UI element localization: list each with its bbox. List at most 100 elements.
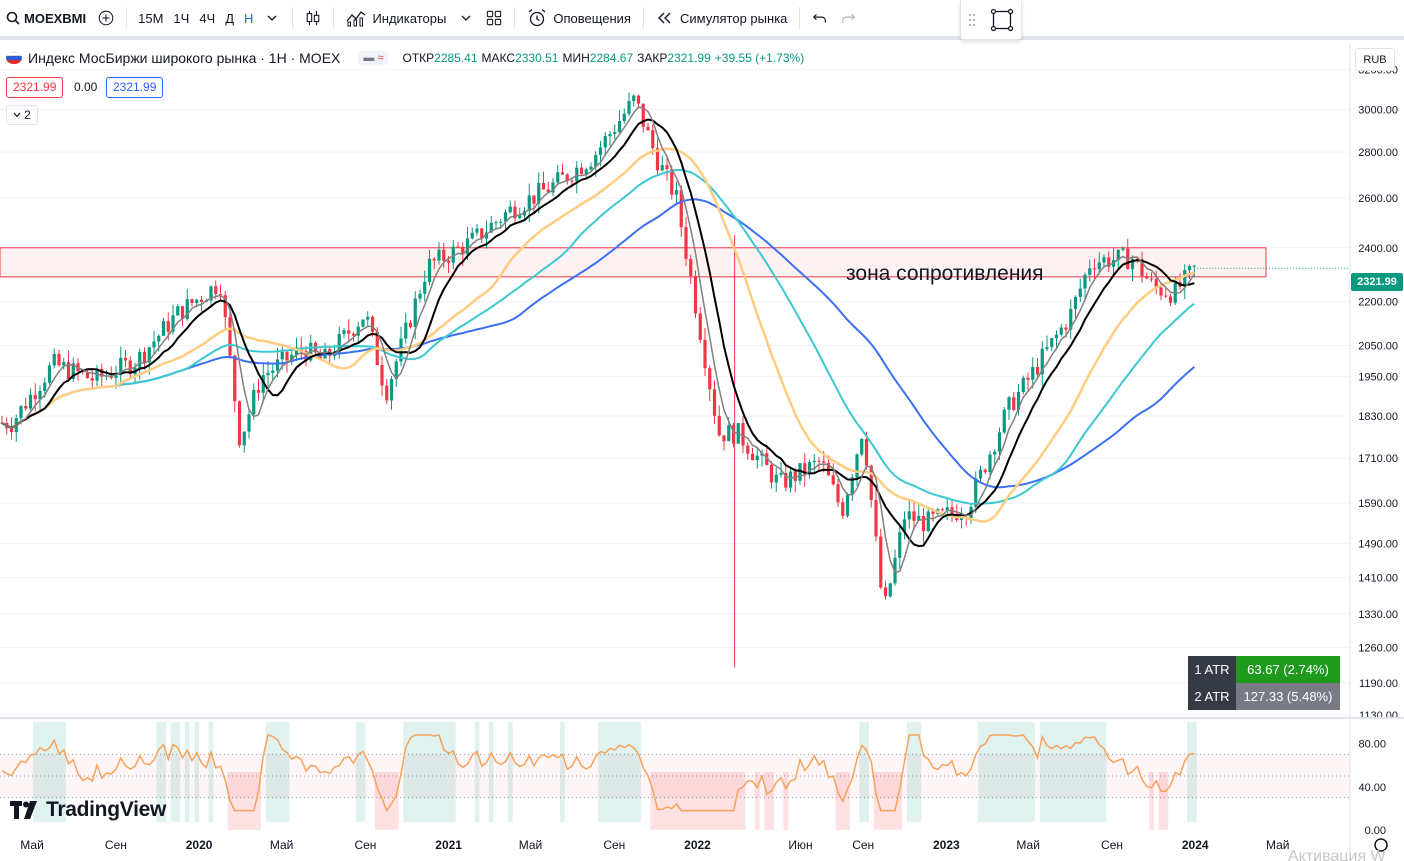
candle-body xyxy=(119,357,123,376)
replay-button[interactable]: Симулятор рынка xyxy=(650,0,793,36)
buy-price-box[interactable]: 2321.99 xyxy=(106,77,164,98)
rectangle-tool-icon[interactable] xyxy=(990,8,1014,32)
candle-body xyxy=(655,148,660,171)
candle-body xyxy=(741,423,745,446)
tradingview-logo[interactable]: TradingView xyxy=(10,798,166,822)
candle-body xyxy=(598,147,603,155)
candle-body xyxy=(176,306,180,316)
resistance-zone-label[interactable]: зона сопротивления xyxy=(846,262,1044,285)
atr-row: 2 ATR 127.33 (5.48%) xyxy=(1188,683,1340,710)
chevron-down-icon xyxy=(267,15,277,21)
overbought-shade xyxy=(607,722,613,822)
candle-body xyxy=(1159,287,1163,296)
chart-type-button[interactable] xyxy=(299,0,327,36)
time-tick-label: Сен xyxy=(852,838,874,852)
price-chart[interactable]: 3200.003000.002800.002600.002400.002200.… xyxy=(0,44,1404,861)
time-tick-label: 2020 xyxy=(186,838,213,852)
candle-body xyxy=(651,130,655,149)
candle-body xyxy=(503,212,508,222)
oversold-shade xyxy=(769,772,774,830)
candle-body xyxy=(798,463,802,481)
candle-body xyxy=(822,461,826,463)
currency-button[interactable]: RUB xyxy=(1355,48,1395,71)
candle-body xyxy=(451,246,455,263)
atr-label: 1 ATR xyxy=(1188,656,1236,683)
candle-body xyxy=(218,294,223,296)
price-tick-label: 2400.00 xyxy=(1358,243,1398,255)
candle-body xyxy=(446,260,451,263)
alerts-button[interactable]: Оповещения xyxy=(521,0,637,36)
candle-body xyxy=(138,351,142,368)
replay-label: Симулятор рынка xyxy=(679,10,788,26)
candle-body xyxy=(679,190,683,228)
oversold-shade xyxy=(693,772,698,830)
candle-body xyxy=(708,368,712,390)
visibility-toggle[interactable]: ▬ ≈ xyxy=(358,51,389,65)
candle-body xyxy=(38,390,42,400)
symbol-title[interactable]: Индекс МосБиржи широкого рынка · 1Н · MO… xyxy=(28,50,341,66)
oversold-shade xyxy=(374,772,380,830)
candle-body xyxy=(261,375,265,393)
overbought-shade xyxy=(987,722,993,822)
redo-icon xyxy=(842,14,856,23)
divider xyxy=(799,7,801,29)
ma-orange-line xyxy=(1,147,1195,523)
sell-price-box[interactable]: 2321.99 xyxy=(6,77,64,98)
overbought-shade xyxy=(208,722,214,822)
candle-body xyxy=(703,339,707,369)
candle-body xyxy=(603,136,607,148)
symbol-search[interactable]: MOEXBMI xyxy=(0,0,92,36)
candle-body xyxy=(1054,334,1059,339)
divider xyxy=(126,7,128,29)
candle-body xyxy=(1035,367,1040,375)
oversold-shade xyxy=(835,772,841,830)
alerts-label: Оповещения xyxy=(553,10,631,26)
candle-body xyxy=(33,394,37,400)
overbought-shade xyxy=(1087,722,1093,822)
oversold-shade xyxy=(873,772,879,830)
oversold-shade xyxy=(384,772,390,830)
compare-button[interactable] xyxy=(92,0,120,36)
atr-value: 63.67 (2.74%) xyxy=(1236,656,1340,683)
overbought-shade xyxy=(617,722,622,822)
overbought-shade xyxy=(1063,722,1069,822)
candle-body xyxy=(195,299,199,304)
candle-body xyxy=(465,238,470,255)
candle-body xyxy=(180,306,185,319)
interval-4h[interactable]: 4Ч xyxy=(199,10,216,26)
overbought-shade xyxy=(37,722,43,822)
interval-15m[interactable]: 15М xyxy=(138,10,164,26)
redo-button[interactable] xyxy=(834,0,862,36)
close-value: 2321.99 xyxy=(667,51,711,65)
candle-body xyxy=(883,587,888,597)
candle-body xyxy=(613,132,617,135)
candle-body xyxy=(532,195,536,204)
candle-body xyxy=(698,313,702,340)
candle-body xyxy=(423,281,427,294)
interval-week[interactable]: Н xyxy=(244,10,254,26)
studies-toggle[interactable]: 2 xyxy=(6,105,38,125)
drag-handle-icon[interactable] xyxy=(968,13,976,27)
candle-body xyxy=(793,471,797,481)
indicators-dropdown[interactable] xyxy=(452,0,480,36)
interval-dropdown[interactable] xyxy=(258,0,286,36)
rewind-icon xyxy=(657,12,671,24)
candle-body xyxy=(874,500,878,537)
templates-button[interactable] xyxy=(480,0,508,36)
candle-body xyxy=(171,315,175,332)
interval-day[interactable]: Д xyxy=(225,10,235,26)
settings-gear-icon[interactable] xyxy=(1374,838,1388,852)
overbought-shade xyxy=(1025,722,1031,822)
candle-body xyxy=(784,472,788,488)
interval-1h[interactable]: 1Ч xyxy=(173,10,190,26)
oversold-shade xyxy=(712,772,717,830)
candle-body xyxy=(1007,397,1011,410)
candle-body xyxy=(52,353,56,366)
oversold-shade xyxy=(688,772,694,830)
oversold-shade xyxy=(650,772,656,830)
candle-body xyxy=(1026,377,1030,380)
oversold-shade xyxy=(721,772,727,830)
overbought-shade xyxy=(408,722,413,822)
indicators-button[interactable]: Индикаторы xyxy=(340,0,452,36)
undo-button[interactable] xyxy=(806,0,834,36)
